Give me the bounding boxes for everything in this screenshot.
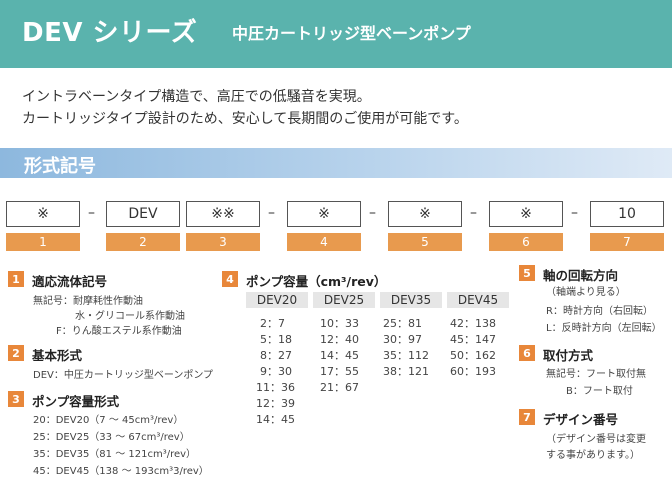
capacity-cell: 17：55 <box>320 365 359 378</box>
capacity-cell: 50：162 <box>450 349 496 362</box>
capacity-cell: 25：81 <box>383 317 422 330</box>
code-box-6: ※ <box>489 201 563 227</box>
capacity-type-line: 45：DEV45（138 ～ 193cm³3/rev） <box>33 466 209 477</box>
capacity-type-heading: ポンプ容量形式 <box>32 394 120 409</box>
code-dash: – <box>88 205 95 221</box>
capacity-type-line: 20：DEV20（7 ～ 45cm³/rev） <box>33 415 184 426</box>
rotation-line: R：時計方向（右回転） <box>546 306 653 317</box>
badge-3: 3 <box>8 391 24 407</box>
code-box-7: 10 <box>590 201 664 227</box>
section-title: 形式記号 <box>24 156 96 177</box>
badge-7: 7 <box>519 409 535 425</box>
code-dash: – <box>268 205 275 221</box>
fluid-code-line: 無記号：耐摩耗性作動油 <box>33 296 143 307</box>
mounting-line: B：フート取付 <box>566 386 633 397</box>
capacity-cell: 12：39 <box>256 397 295 410</box>
code-number-1: 1 <box>6 233 80 251</box>
capacity-type-line: 25：DEV25（33 ～ 67cm³/rev） <box>33 432 190 443</box>
series-subtitle: 中圧カートリッジ型ベーンポンプ <box>232 24 471 43</box>
header-banner <box>0 0 672 68</box>
capacity-cell: 30：97 <box>383 333 422 346</box>
mounting-heading: 取付方式 <box>543 348 594 363</box>
pump-capacity-heading: ポンプ容量（cm³/rev） <box>246 274 387 289</box>
capacity-cell: 10：33 <box>320 317 359 330</box>
code-number-6: 6 <box>489 233 563 251</box>
code-number-5: 5 <box>388 233 462 251</box>
section-bar <box>0 148 672 178</box>
capacity-cell: 5：18 <box>260 333 292 346</box>
capacity-col-header: DEV35 <box>380 292 442 308</box>
code-number-7: 7 <box>590 233 664 251</box>
code-number-3: 3 <box>186 233 260 251</box>
capacity-cell: 45：147 <box>450 333 496 346</box>
rotation-line: L：反時計方向（左回転） <box>546 323 662 334</box>
badge-4: 4 <box>222 271 238 287</box>
capacity-cell: 35：112 <box>383 349 429 362</box>
basic-type-line: DEV：中圧カートリッジ型ベーンポンプ <box>33 370 214 381</box>
code-dash: – <box>571 205 578 221</box>
code-dash: – <box>369 205 376 221</box>
capacity-cell: 12：40 <box>320 333 359 346</box>
fluid-code-heading: 適応流体記号 <box>32 274 108 289</box>
code-number-2: 2 <box>106 233 180 251</box>
capacity-cell: 21：67 <box>320 381 359 394</box>
badge-2: 2 <box>8 345 24 361</box>
capacity-cell: 11：36 <box>256 381 295 394</box>
code-dash: – <box>470 205 477 221</box>
capacity-cell: 38：121 <box>383 365 429 378</box>
rotation-note: （軸端より見る） <box>546 287 626 298</box>
code-box-4: ※ <box>287 201 361 227</box>
design-number-heading: デザイン番号 <box>543 412 619 427</box>
design-number-line: （デザイン番号は変更 <box>546 434 646 445</box>
capacity-cell: 2：7 <box>260 317 285 330</box>
capacity-cell: 14：45 <box>320 349 359 362</box>
fluid-code-line: F：りん酸エステル系作動油 <box>56 326 182 337</box>
fluid-code-line: 水・グリコール系作動油 <box>75 311 185 322</box>
badge-5: 5 <box>519 265 535 281</box>
capacity-col-header: DEV25 <box>313 292 375 308</box>
capacity-type-line: 35：DEV35（81 ～ 121cm³/rev） <box>33 449 197 460</box>
code-box-2: DEV <box>106 201 180 227</box>
design-number-line: する事があります。） <box>546 450 640 461</box>
badge-1: 1 <box>8 271 24 287</box>
code-box-1: ※ <box>6 201 80 227</box>
capacity-col-header: DEV20 <box>246 292 308 308</box>
series-title: DEV シリーズ <box>22 18 198 48</box>
code-number-4: 4 <box>287 233 361 251</box>
capacity-cell: 42：138 <box>450 317 496 330</box>
basic-type-heading: 基本形式 <box>32 348 83 363</box>
capacity-cell: 60：193 <box>450 365 496 378</box>
code-box-3: ※※ <box>186 201 260 227</box>
intro-line-1: イントラベーンタイプ構造で、高圧での低騒音を実現。 <box>22 89 371 105</box>
capacity-col-header: DEV45 <box>447 292 509 308</box>
capacity-cell: 14：45 <box>256 413 295 426</box>
capacity-cell: 9：30 <box>260 365 292 378</box>
rotation-heading: 軸の回転方向 <box>543 268 619 283</box>
code-box-5: ※ <box>388 201 462 227</box>
intro-line-2: カートリッジタイプ設計のため、安心して長期間のご使用が可能です。 <box>22 111 468 127</box>
mounting-line: 無記号：フート取付無 <box>546 369 646 380</box>
badge-6: 6 <box>519 345 535 361</box>
capacity-cell: 8：27 <box>260 349 292 362</box>
